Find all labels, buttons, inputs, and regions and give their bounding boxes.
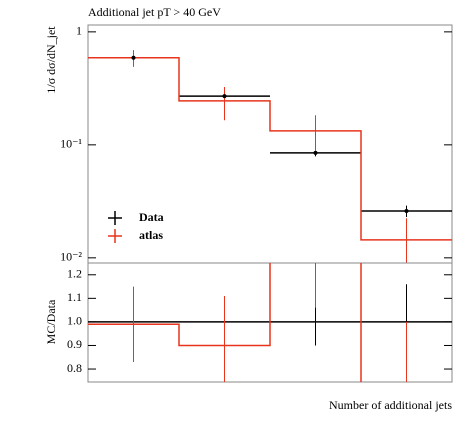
- data-point: [313, 150, 318, 155]
- legend-label: atlas: [139, 228, 163, 242]
- data-point: [131, 55, 136, 60]
- legend-label: Data: [139, 210, 164, 224]
- y-tick-label: 10⁻²: [60, 250, 82, 264]
- y-tick-label: 10⁻¹: [60, 137, 82, 151]
- data-point: [222, 94, 227, 99]
- y-tick-label: 0.9: [67, 337, 82, 351]
- y-tick-label: 1.2: [67, 267, 82, 281]
- y-tick-label: 1.1: [67, 290, 82, 304]
- mc-step: [88, 56, 452, 241]
- data-point: [404, 208, 409, 213]
- y-axis-label: 1/σ dσ/dN_jet: [44, 26, 58, 94]
- y-tick-label: 1: [76, 24, 82, 38]
- mc-step: [88, 263, 362, 382]
- plot-area: [88, 50, 452, 263]
- ratio-y-axis-label: MC/Data: [44, 299, 58, 344]
- plot-area: [88, 263, 452, 382]
- y-tick-label: 1.0: [67, 314, 82, 328]
- y-tick-label: 0.8: [67, 361, 82, 375]
- x-axis-label: Number of additional jets: [329, 398, 452, 412]
- chart-title: Additional jet pT > 40 GeV: [88, 5, 221, 19]
